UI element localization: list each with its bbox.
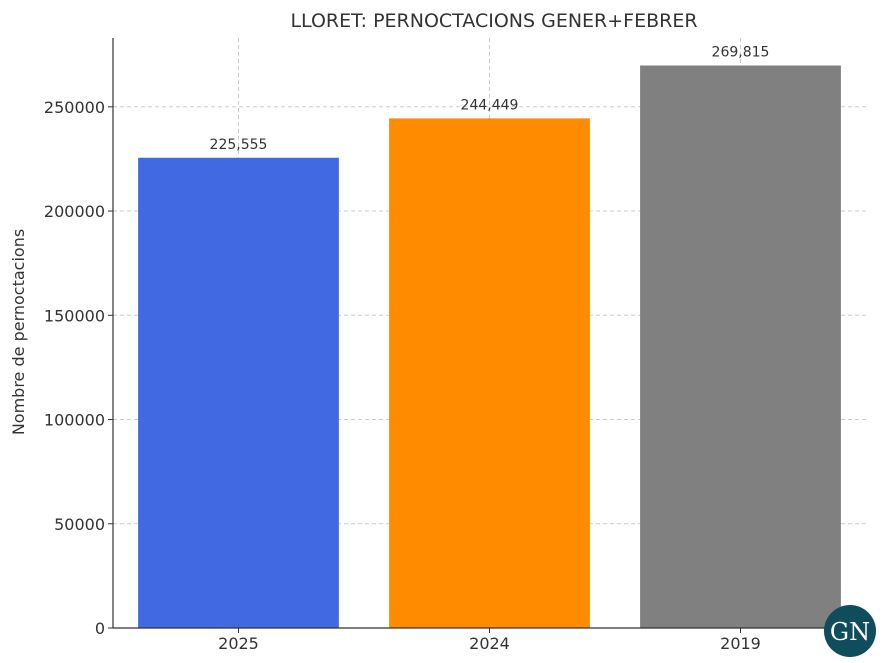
y-tick-label: 50000 xyxy=(54,515,105,534)
logo-text: GN xyxy=(830,618,870,646)
data-labels-layer: 225,555 244,449 269,815 xyxy=(210,44,770,152)
y-tick-label: 150000 xyxy=(44,306,105,325)
x-tick-label-2025: 2025 xyxy=(218,634,259,653)
bar-2025 xyxy=(138,157,339,628)
y-tick-label: 250000 xyxy=(44,98,105,117)
y-tick-label: 100000 xyxy=(44,411,105,430)
x-tick-label-2024: 2024 xyxy=(469,634,510,653)
bars-layer xyxy=(138,65,841,629)
data-label-2025: 225,555 xyxy=(210,137,268,153)
x-ticks-layer: 2025 2024 2019 xyxy=(218,628,761,653)
y-axis-label: Nombre de pernoctacions xyxy=(9,229,28,435)
bar-2019 xyxy=(640,65,841,628)
data-label-2019: 269,815 xyxy=(712,44,770,60)
y-tick-label: 0 xyxy=(95,619,105,638)
chart-title: LLORET: PERNOCTACIONS GENER+FEBRER xyxy=(290,10,697,32)
bar-2024 xyxy=(389,118,590,629)
data-label-2024: 244,449 xyxy=(461,97,519,113)
logo-badge xyxy=(824,605,876,657)
gn-logo: GN xyxy=(824,605,876,657)
y-ticks-layer: 0 50000 100000 150000 200000 250000 xyxy=(44,98,113,638)
x-tick-label-2019: 2019 xyxy=(720,634,761,653)
y-tick-label: 200000 xyxy=(44,202,105,221)
